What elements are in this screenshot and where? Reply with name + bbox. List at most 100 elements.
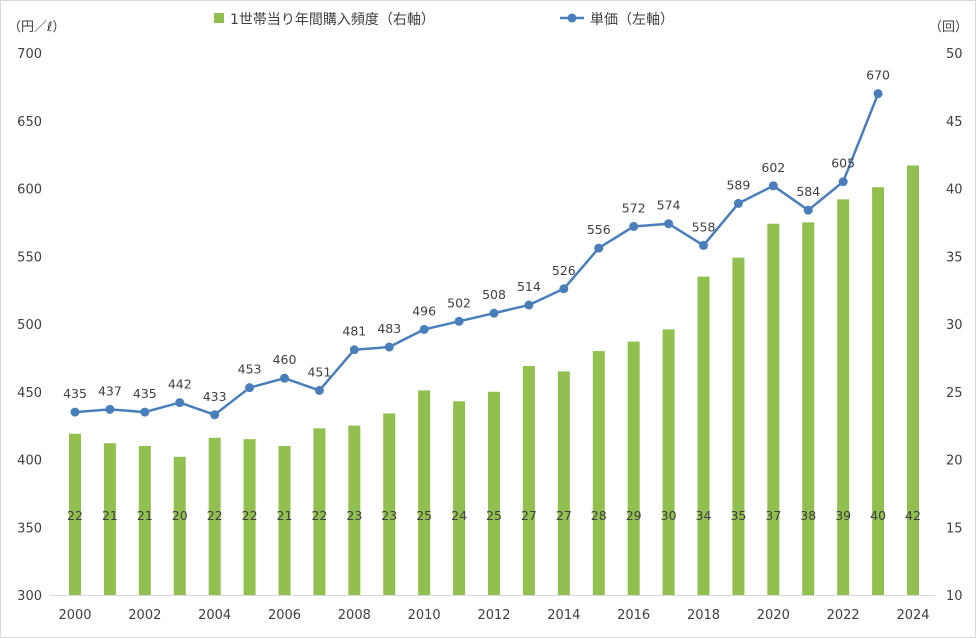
- left-axis-ticks: 300 350 400 450 500 550 600 650 700: [17, 47, 42, 604]
- right-tick-15: 15: [946, 521, 963, 536]
- bar-label-2021: 38: [800, 508, 816, 523]
- price-point-2003: [175, 398, 185, 408]
- bar-2008: [348, 425, 361, 595]
- price-label-2007: 451: [307, 364, 331, 379]
- left-tick-500: 500: [17, 318, 42, 333]
- right-axis-unit: （回）: [929, 20, 968, 35]
- price-label-2001: 437: [98, 383, 122, 398]
- price-label-2023: 670: [866, 68, 890, 83]
- bar-2021: [802, 222, 815, 595]
- right-tick-35: 35: [946, 250, 963, 265]
- bar-label-2008: 23: [346, 508, 362, 523]
- bar-2017: [662, 329, 675, 595]
- left-tick-300: 300: [17, 589, 42, 604]
- price-point-2002: [140, 407, 150, 417]
- legend-line-marker: [567, 13, 577, 23]
- bar-2018: [697, 276, 710, 595]
- bar-2015: [592, 351, 605, 595]
- bar-label-2013: 27: [521, 508, 537, 523]
- bar-label-2014: 27: [556, 508, 572, 523]
- bar-2019: [732, 257, 745, 595]
- right-tick-30: 30: [946, 318, 963, 333]
- bar-label-2018: 34: [696, 508, 712, 523]
- x-tick-2020: 2020: [757, 608, 790, 623]
- left-tick-600: 600: [17, 183, 42, 198]
- price-point-2019: [733, 198, 743, 208]
- x-tick-2000: 2000: [58, 608, 91, 623]
- bar-2013: [522, 366, 535, 595]
- bar-label-2012: 25: [486, 508, 502, 523]
- price-label-2013: 514: [517, 279, 541, 294]
- price-point-2018: [699, 240, 708, 250]
- bar-label-2009: 23: [381, 508, 397, 523]
- price-point-2006: [280, 373, 289, 383]
- left-tick-650: 650: [17, 115, 42, 130]
- x-tick-2024: 2024: [896, 608, 929, 623]
- price-label-2016: 572: [622, 200, 646, 215]
- bar-2010: [418, 390, 431, 595]
- right-axis-ticks: 10 15 20 25 30 35 40 45 50: [946, 47, 963, 604]
- left-tick-700: 700: [17, 47, 42, 62]
- x-tick-2010: 2010: [408, 608, 441, 623]
- x-tick-2002: 2002: [128, 608, 161, 623]
- bar-label-2002: 21: [137, 508, 153, 523]
- x-tick-2006: 2006: [268, 608, 301, 623]
- bar-labels-layer: 22 21 21 20 22 22 21 22 23 23 25 24 25 27 27 28 29 30 34 35…: [67, 508, 921, 523]
- price-label-2021: 584: [796, 184, 820, 199]
- bar-label-2004: 22: [207, 508, 223, 523]
- price-point-2016: [629, 221, 639, 231]
- price-label-2011: 502: [447, 295, 471, 310]
- price-label-2020: 602: [761, 160, 785, 175]
- bar-label-2019: 35: [730, 508, 746, 523]
- price-point-2008: [349, 345, 359, 355]
- price-point-2000: [70, 407, 80, 417]
- bar-2014: [557, 371, 570, 595]
- price-point-2017: [664, 219, 674, 229]
- right-tick-40: 40: [946, 183, 963, 198]
- bar-2020: [767, 223, 780, 596]
- price-point-2021: [803, 205, 813, 215]
- right-tick-20: 20: [946, 454, 963, 469]
- price-label-2004: 433: [203, 389, 227, 404]
- bar-2012: [488, 391, 500, 595]
- bar-label-2011: 24: [451, 508, 467, 523]
- bar-label-2007: 22: [311, 508, 327, 523]
- price-line: [74, 93, 880, 417]
- bar-label-2010: 25: [416, 508, 432, 523]
- bar-label-2023: 40: [870, 508, 886, 523]
- right-tick-10: 10: [946, 589, 963, 604]
- right-tick-25: 25: [946, 386, 963, 401]
- bar-2011: [453, 401, 466, 595]
- bar-label-2015: 28: [591, 508, 607, 523]
- price-label-2006: 460: [273, 352, 297, 367]
- price-label-2012: 508: [482, 287, 506, 302]
- bar-label-2000: 22: [67, 508, 83, 523]
- price-label-2019: 589: [726, 177, 750, 192]
- price-point-2014: [559, 284, 569, 294]
- left-tick-350: 350: [17, 521, 42, 536]
- price-point-2011: [454, 316, 464, 326]
- price-label-2014: 526: [552, 263, 576, 278]
- bar-2003: [173, 456, 186, 595]
- line-layer: [70, 89, 883, 420]
- bar-label-2017: 30: [661, 508, 677, 523]
- bar-label-2005: 22: [242, 508, 258, 523]
- x-tick-2016: 2016: [617, 608, 650, 623]
- x-tick-2022: 2022: [827, 608, 860, 623]
- price-label-2002: 435: [133, 386, 157, 401]
- price-point-2023: [873, 89, 883, 99]
- legend-bar-swatch: [214, 13, 224, 23]
- bar-label-2003: 20: [172, 508, 188, 523]
- left-tick-400: 400: [17, 454, 42, 469]
- bars-layer: [69, 165, 919, 596]
- bar-2023: [872, 187, 885, 595]
- price-label-2009: 483: [377, 321, 401, 336]
- left-axis-unit: （円／ℓ）: [8, 20, 65, 35]
- bar-label-2022: 39: [835, 508, 851, 523]
- price-point-2015: [594, 243, 604, 253]
- right-tick-50: 50: [946, 47, 963, 62]
- price-point-2007: [314, 385, 324, 395]
- legend: 1世帯当り年間購入頻度（右軸） 単価（左軸）: [214, 12, 674, 28]
- price-point-2009: [384, 342, 394, 352]
